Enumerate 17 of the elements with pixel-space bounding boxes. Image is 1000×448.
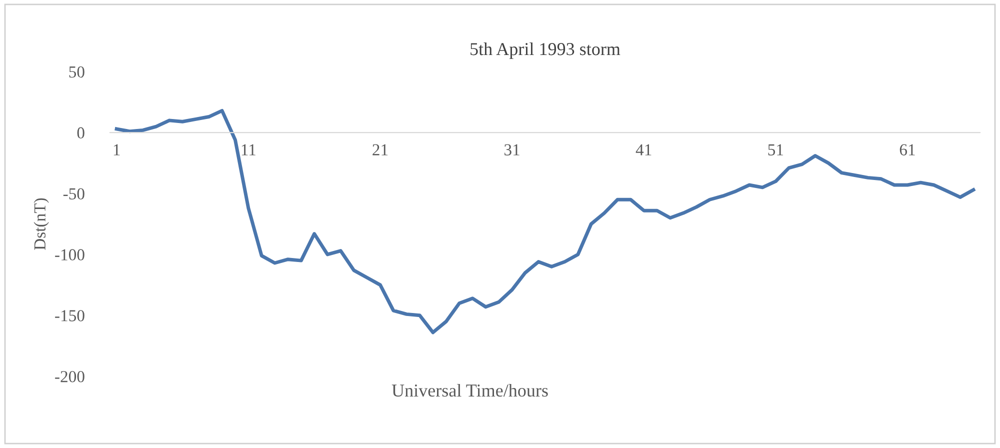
x-tick-label: 1 (114, 144, 120, 156)
x-axis-title: Universal Time/hours (392, 384, 548, 397)
y-tick-label: 0 (77, 127, 84, 139)
x-tick-label: 31 (504, 144, 520, 156)
chart-title: 5th April 1993 storm (470, 42, 620, 59)
y-tick-label: -150 (55, 310, 84, 322)
x-tick-label: 41 (636, 144, 652, 156)
line-series (114, 108, 976, 334)
x-tick-label: 51 (768, 144, 784, 156)
y-tick-label: -100 (55, 249, 84, 260)
x-tick-label: 11 (242, 144, 256, 156)
x-tick-label: 21 (372, 144, 388, 156)
y-tick-label: 50 (69, 66, 84, 78)
y-tick-label: -200 (55, 371, 84, 382)
y-tick-label: -50 (63, 188, 84, 200)
y-axis-title: Dst(nT) (34, 198, 49, 250)
x-tick-label: 61 (900, 144, 915, 156)
